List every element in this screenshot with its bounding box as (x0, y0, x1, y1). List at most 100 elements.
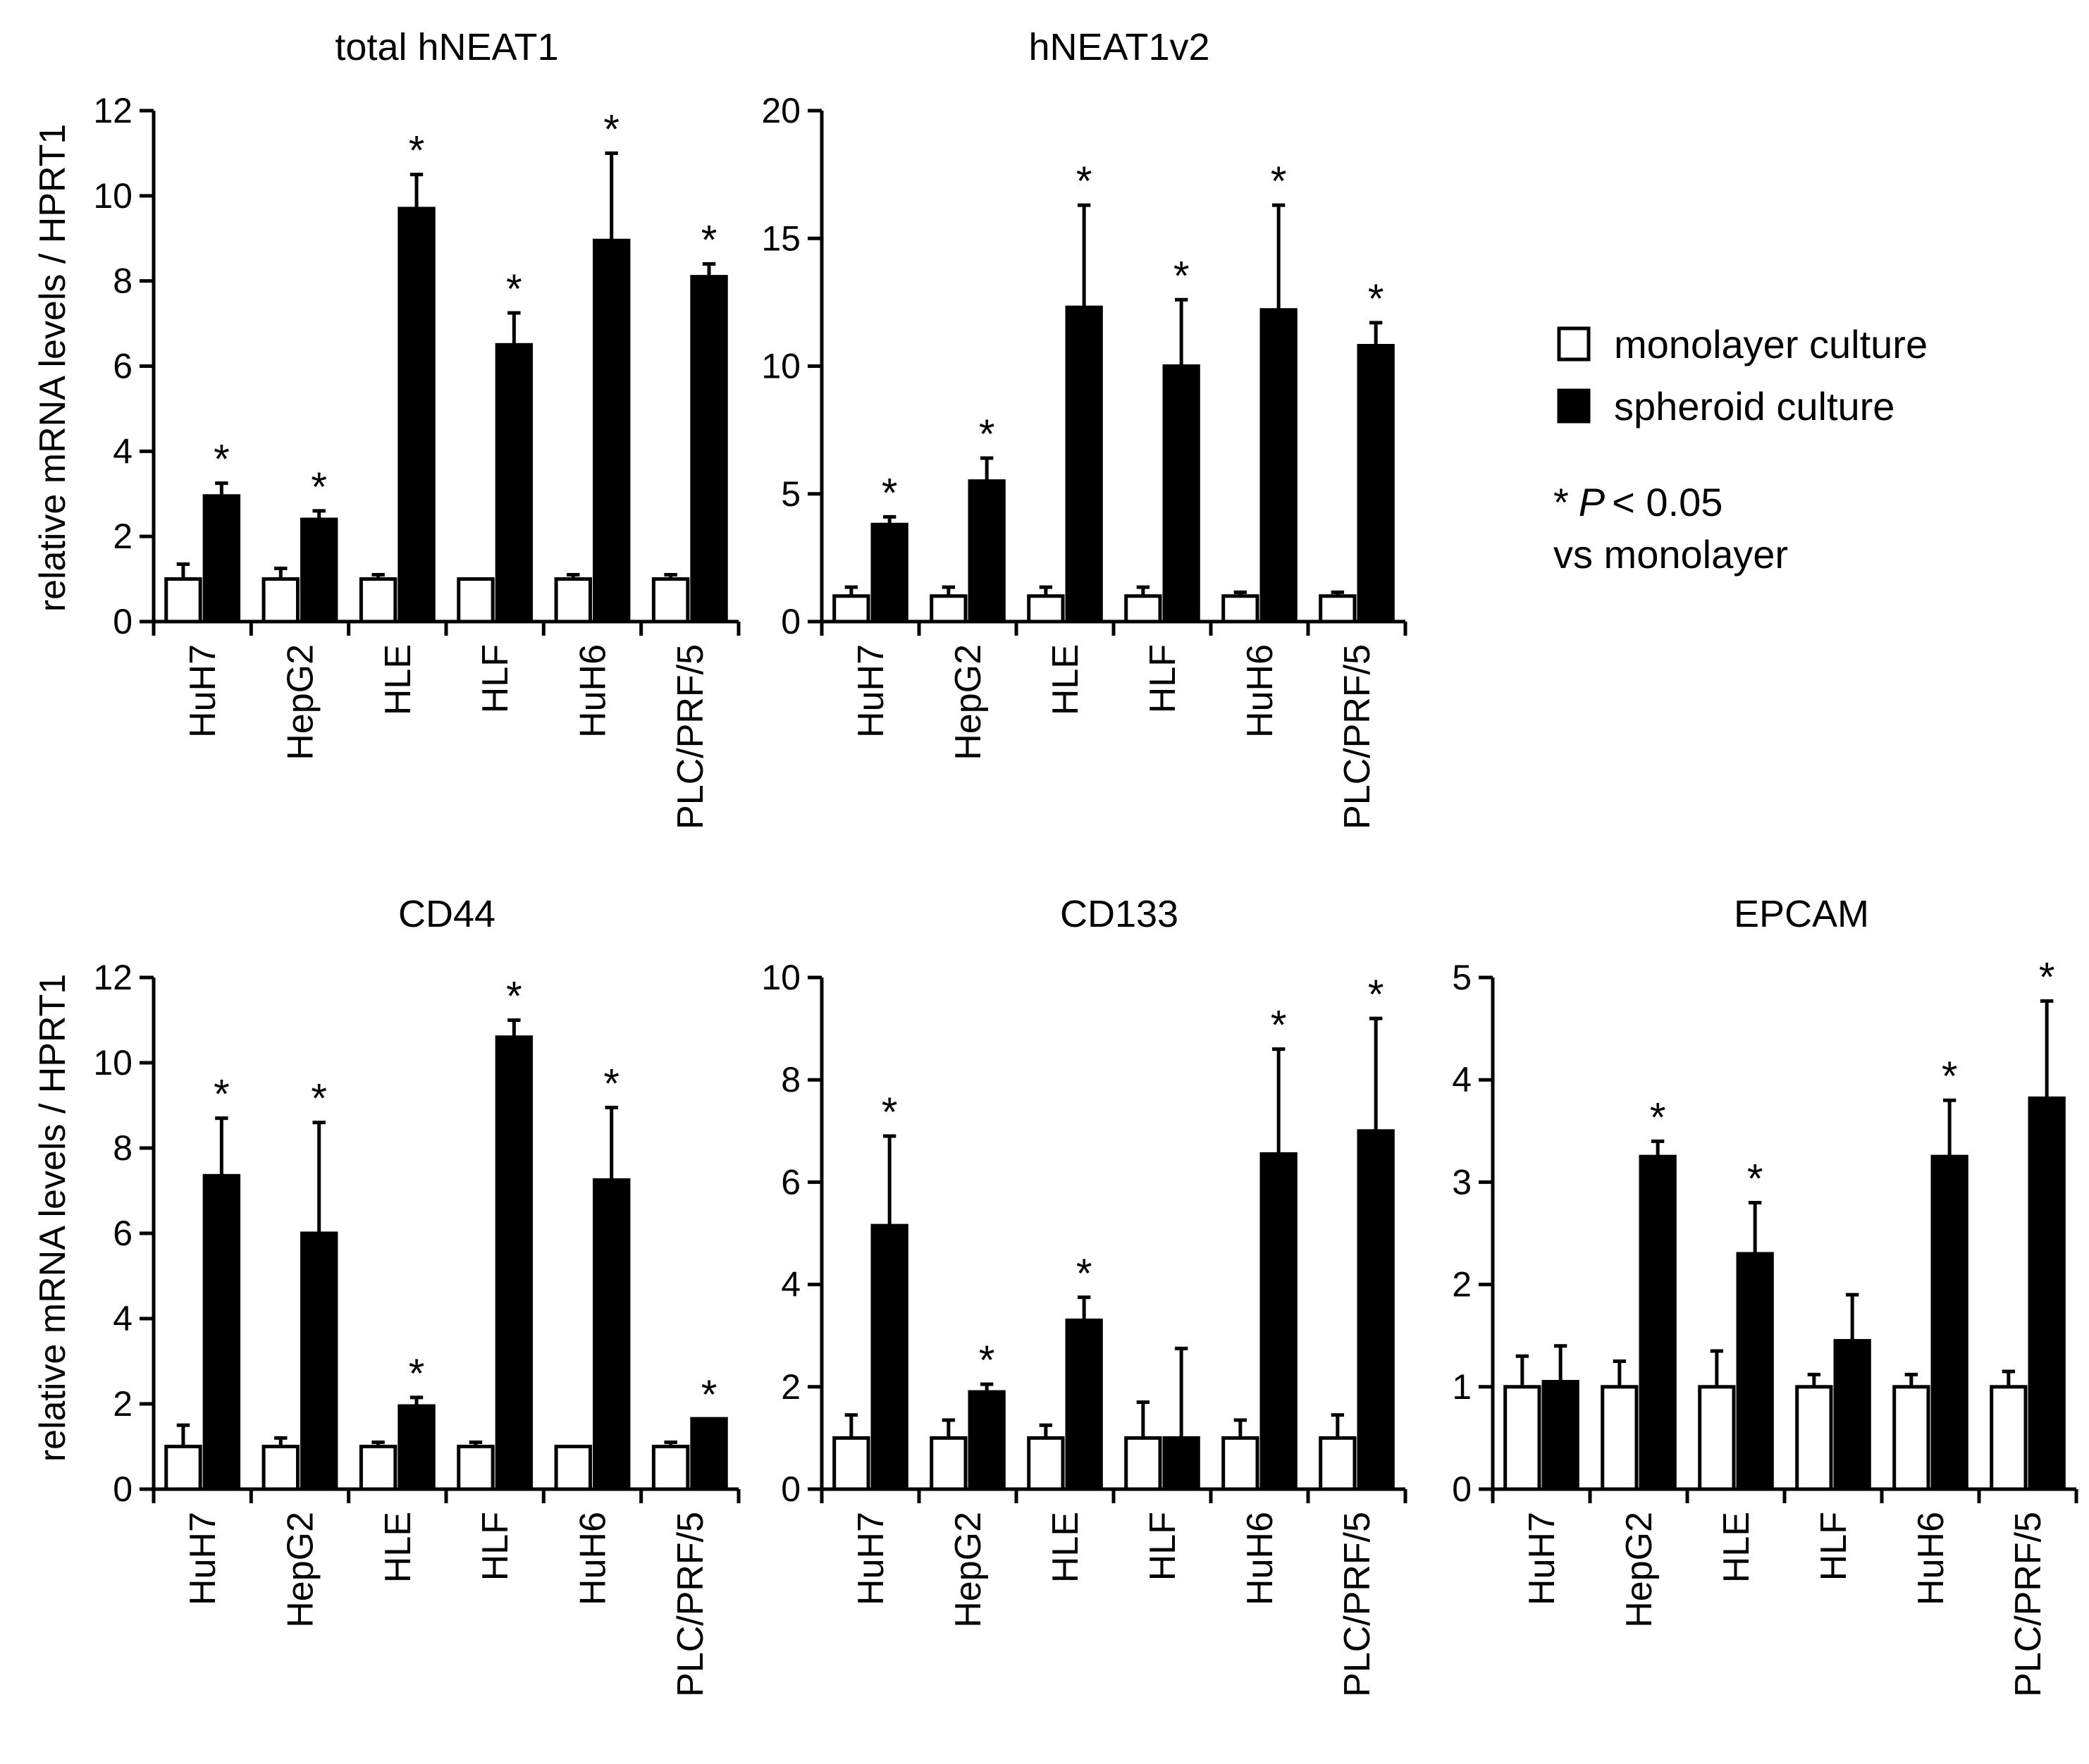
bar-huh6-spheroid (593, 1178, 631, 1491)
bar-hle-monolayer (1027, 594, 1065, 624)
bar-hlf-monolayer (457, 1445, 495, 1491)
y-tick-label: 10 (93, 1043, 133, 1083)
legend-significance-vs: vs monolayer (1553, 532, 1788, 576)
y-tick-label: 2 (113, 517, 133, 556)
panel-title-cd44: CD44 (398, 893, 495, 935)
y-tick-label: 3 (1452, 1162, 1472, 1202)
legend-label-spheroid: spheroid culture (1614, 384, 1894, 428)
bar-hepg2-monolayer (930, 594, 968, 624)
panel-title-cd133: CD133 (1060, 893, 1178, 935)
category-label-hepg2: HepG2 (1619, 1512, 1660, 1628)
bar-huh7-spheroid (870, 522, 908, 624)
bar-huh6-monolayer (554, 1445, 592, 1491)
category-label-huh7: HuH7 (183, 644, 223, 738)
plot-total-hneat1: 0 2 4 6 8 10 12 * HuH7 * HepG2 * HLE * HLF * HuH6 * PLC/PR… (93, 91, 741, 829)
y-tick-label: 0 (781, 602, 801, 641)
bar-huh7-spheroid (1541, 1380, 1579, 1491)
y-tick-label: 6 (113, 1214, 133, 1253)
y-tick-label: 2 (113, 1384, 133, 1424)
category-label-hlf: HLF (475, 1512, 516, 1581)
category-label-huh7: HuH7 (851, 644, 892, 738)
y-tick-label: 5 (781, 474, 801, 514)
significance-star-hlf: * (1173, 253, 1190, 299)
bar-huh7-monolayer (164, 577, 202, 624)
legend-swatch-monolayer (1557, 326, 1591, 362)
category-label-hle: HLE (378, 644, 419, 715)
bar-huh7-spheroid (202, 1173, 241, 1491)
category-label-hepg2: HepG2 (281, 644, 321, 760)
bar-hle-monolayer (1027, 1436, 1065, 1491)
bar-plc-prf-5-monolayer (1319, 594, 1357, 624)
y-tick-label: 0 (781, 1469, 801, 1509)
y-tick-label: 0 (113, 1469, 133, 1509)
significance-star-hle: * (409, 128, 425, 174)
bar-plc-prf-5-spheroid (1357, 344, 1395, 624)
bar-hle-monolayer (1698, 1385, 1736, 1491)
significance-star-huh6: * (1271, 1003, 1287, 1049)
significance-star-huh6: * (603, 106, 620, 152)
bar-huh6-monolayer (1221, 594, 1259, 624)
bar-huh7-spheroid (870, 1223, 908, 1491)
y-tick-label: 8 (113, 261, 133, 301)
category-label-hle: HLE (378, 1512, 419, 1583)
bar-hepg2-spheroid (1639, 1154, 1677, 1491)
bar-huh6-monolayer (1221, 1436, 1259, 1491)
bar-hepg2-monolayer (261, 1445, 300, 1491)
significance-star-hle: * (1747, 1156, 1763, 1202)
significance-star-plc-prf-5: * (1368, 972, 1384, 1018)
category-label-huh6: HuH6 (1240, 644, 1281, 738)
significance-star-huh6: * (1942, 1054, 1958, 1099)
significance-star-hepg2: * (1650, 1094, 1666, 1140)
bar-hepg2-monolayer (930, 1436, 968, 1491)
y-tick-label: 20 (761, 91, 801, 130)
category-label-hle: HLE (1716, 1512, 1757, 1583)
legend-significance: * P < 0.05 (1553, 480, 1723, 524)
category-label-huh6: HuH6 (1240, 1512, 1281, 1605)
significance-star-hle: * (1076, 1251, 1092, 1297)
bar-hle-monolayer (359, 577, 398, 624)
y-tick-label: 8 (113, 1128, 133, 1168)
bar-huh6-spheroid (593, 238, 631, 624)
legend-sig-threshold: < 0.05 (1612, 480, 1723, 524)
category-label-hepg2: HepG2 (948, 644, 989, 760)
y-tick-label: 5 (1452, 958, 1472, 997)
category-label-huh6: HuH6 (573, 1512, 614, 1605)
bar-hepg2-spheroid (968, 1390, 1006, 1491)
legend-label-monolayer: monolayer culture (1614, 322, 1928, 366)
y-tick-label: 4 (781, 1265, 801, 1305)
y-tick-label: 6 (781, 1162, 801, 1202)
category-label-plc-prf-5: PLC/PRF/5 (2008, 1512, 2049, 1697)
bar-hlf-spheroid (495, 343, 534, 624)
y-tick-label: 4 (113, 431, 133, 471)
significance-star-hepg2: * (979, 412, 995, 457)
significance-star-hepg2: * (979, 1338, 995, 1383)
significance-star-huh7: * (882, 470, 898, 516)
category-label-huh7: HuH7 (1522, 1512, 1563, 1605)
bar-plc-prf-5-monolayer (1319, 1436, 1357, 1491)
plot-cd133: 0 2 4 6 8 10 * HuH7 * HepG2 * HLE HLF * HuH6 * PLC/PRF/5 (761, 958, 1407, 1697)
category-label-huh7: HuH7 (851, 1512, 892, 1605)
bar-huh7-monolayer (1503, 1385, 1541, 1491)
category-label-hle: HLE (1045, 1512, 1086, 1583)
bar-hle-spheroid (1736, 1252, 1774, 1491)
bar-hle-spheroid (1065, 1318, 1103, 1491)
bar-hle-spheroid (398, 1404, 436, 1491)
bar-plc-prf-5-monolayer (1990, 1385, 2028, 1491)
y-tick-label: 0 (1452, 1469, 1472, 1509)
category-label-plc-prf-5: PLC/PRF/5 (670, 1512, 711, 1697)
y-axis-label-bottom: relative mRNA levels / HPRT1 (32, 974, 73, 1462)
category-label-huh7: HuH7 (183, 1512, 223, 1605)
category-label-hepg2: HepG2 (281, 1512, 321, 1628)
bar-hepg2-spheroid (300, 517, 338, 624)
significance-star-huh7: * (214, 1072, 230, 1118)
significance-star-huh6: * (603, 1061, 620, 1107)
panel-title-total-hneat1: total hNEAT1 (335, 26, 558, 68)
bar-hlf-spheroid (1833, 1338, 1871, 1491)
y-tick-label: 10 (761, 958, 801, 997)
category-label-huh6: HuH6 (573, 644, 614, 738)
bar-hlf-spheroid (1162, 1436, 1200, 1491)
bar-hlf-spheroid (495, 1035, 534, 1491)
significance-star-plc-prf-5: * (701, 218, 717, 264)
bar-hepg2-spheroid (968, 479, 1006, 624)
category-label-hlf: HLF (475, 644, 516, 713)
